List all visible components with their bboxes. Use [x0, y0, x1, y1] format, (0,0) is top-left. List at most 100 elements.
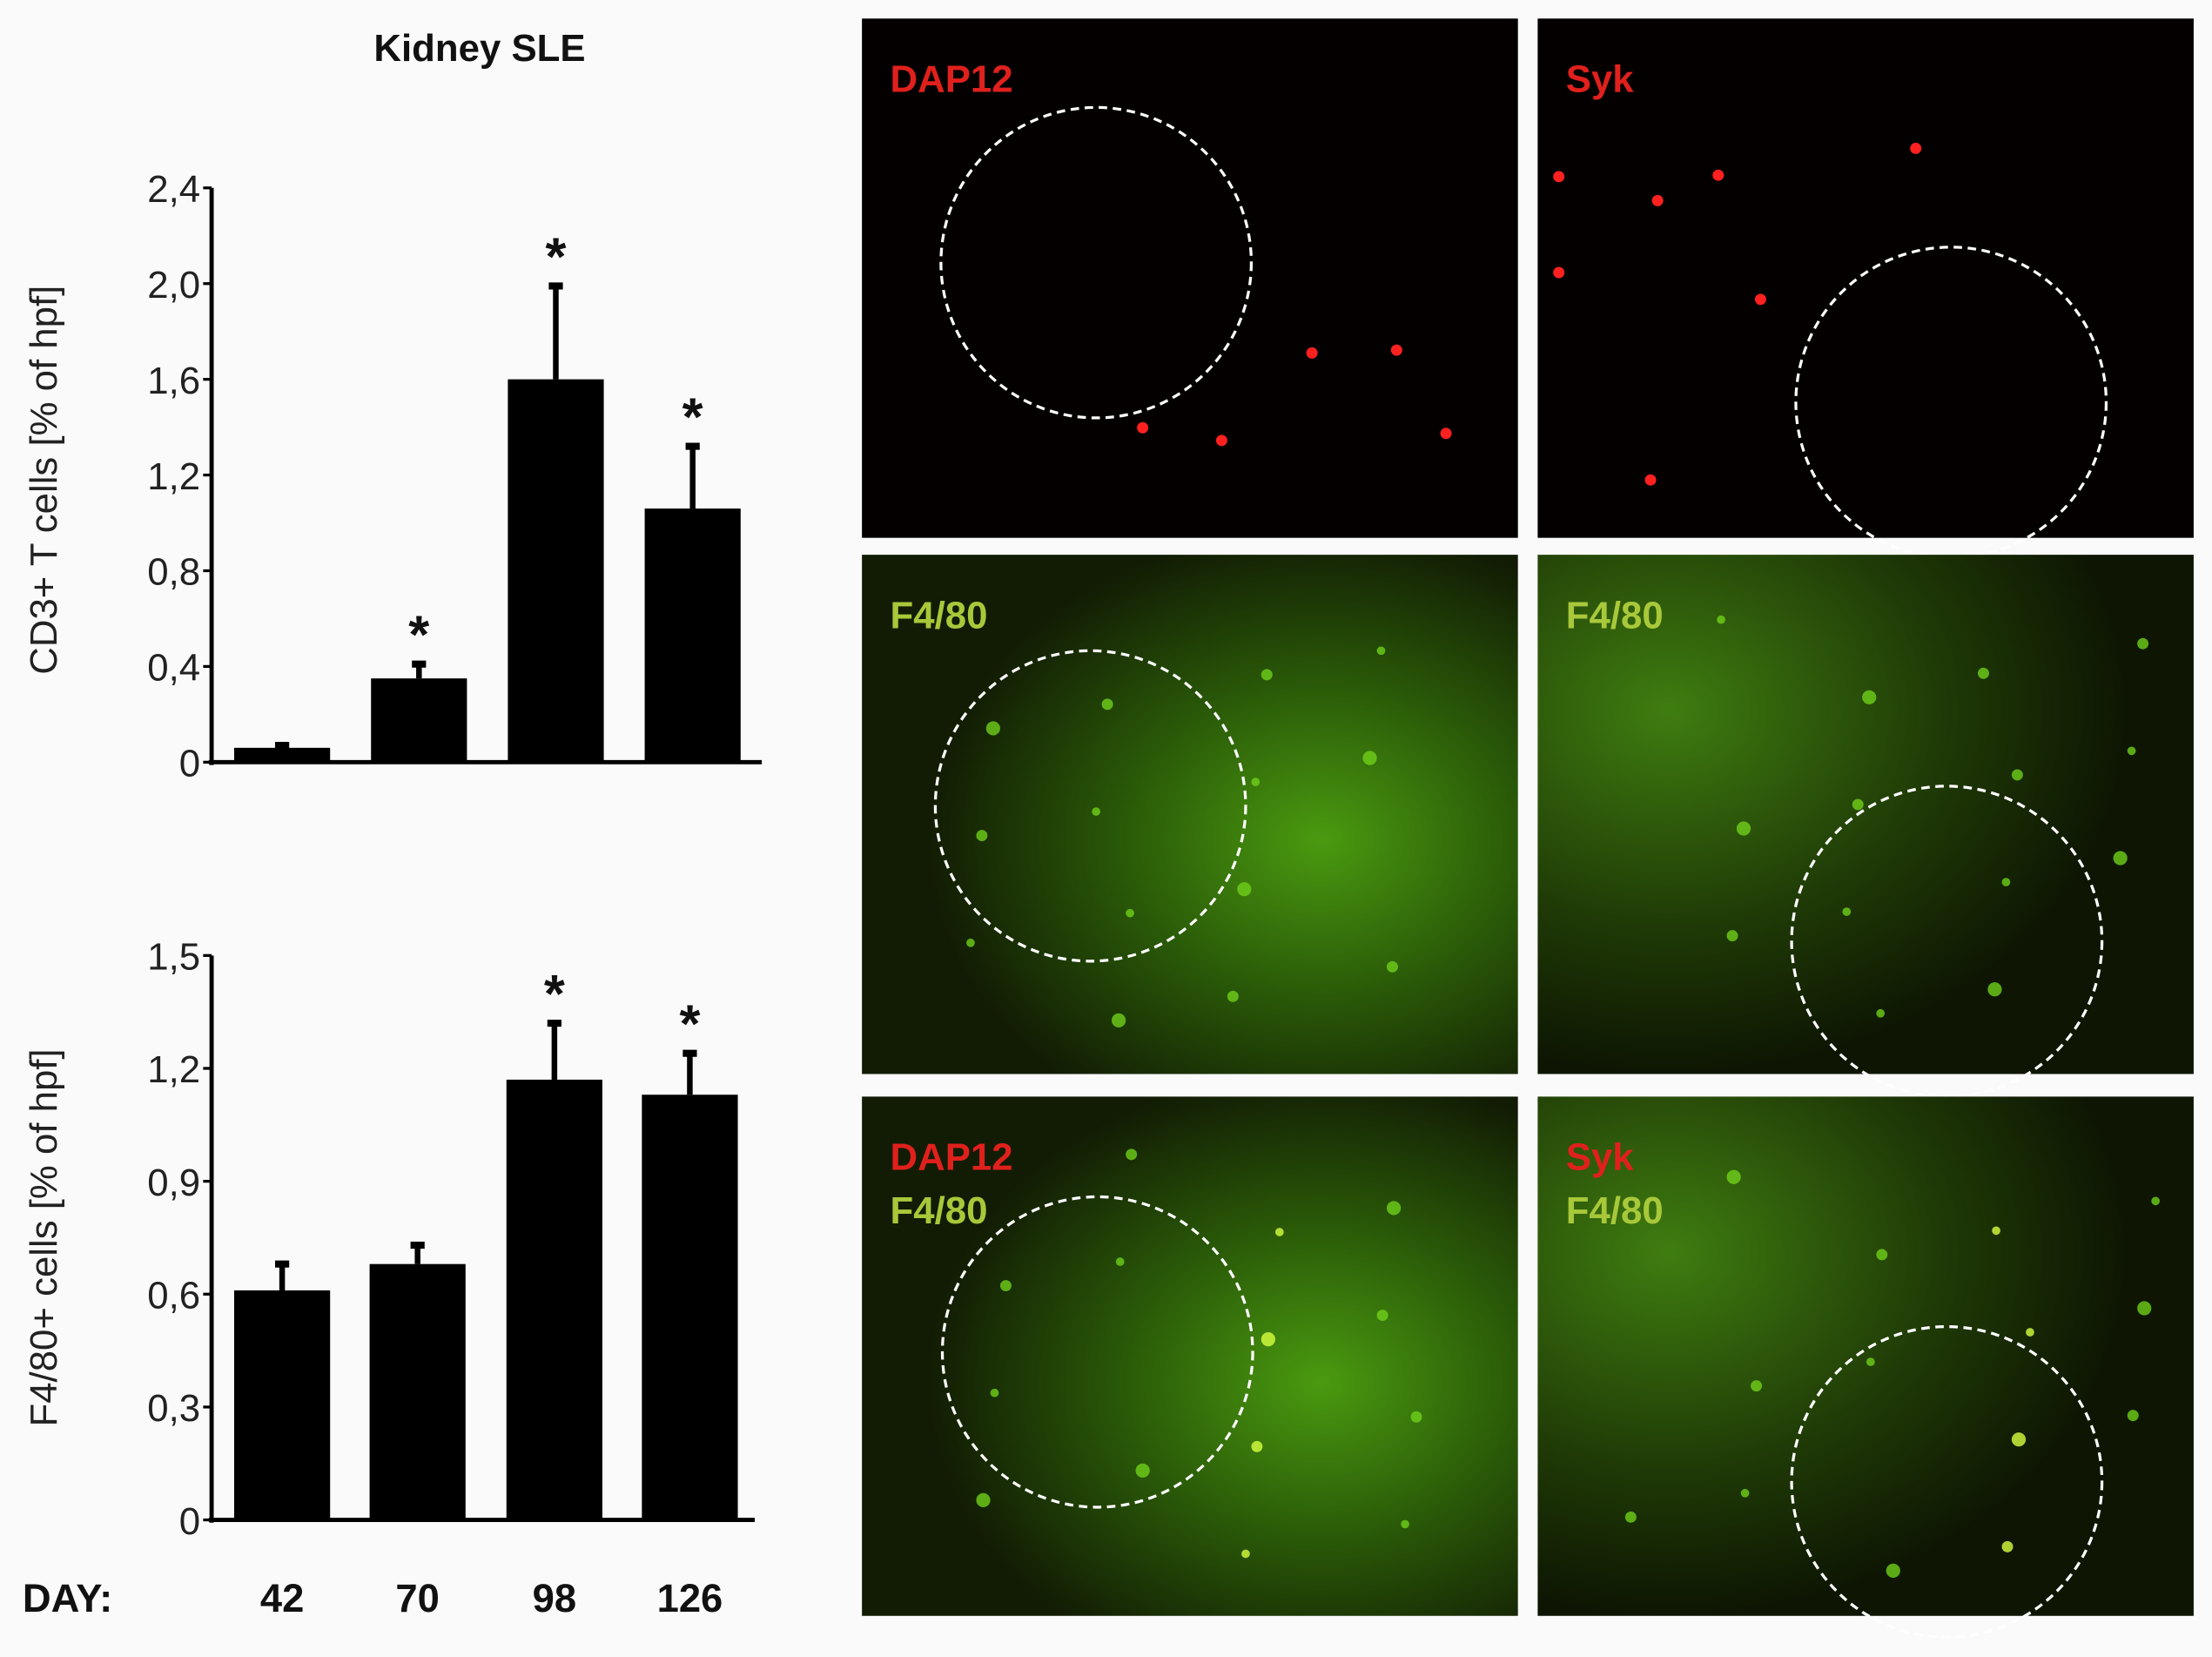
y-tick-label: 1,2 — [147, 455, 200, 498]
fluorescent-cell — [2001, 878, 2011, 886]
fluorescent-cell — [1261, 669, 1273, 681]
y-axis-label: F4/80+ cells [% of hpf] — [23, 1048, 65, 1426]
fluorescent-cell — [1390, 344, 1402, 356]
fluorescent-cell — [1135, 1463, 1150, 1478]
micrograph-image — [1537, 555, 2194, 1074]
y-tick-label: 2,4 — [147, 168, 200, 211]
fluorescent-cell — [1227, 990, 1239, 1002]
fluorescent-cell — [1712, 169, 1725, 181]
glomerulus-outline — [1790, 785, 2104, 1099]
fluorescent-cell — [966, 938, 975, 947]
panel-red: DAP12 — [862, 18, 1518, 538]
significance-marker: * — [679, 994, 700, 1054]
y-tick-label: 1,2 — [147, 1048, 200, 1091]
y-tick-label: 1,6 — [147, 360, 200, 402]
stain-label: F4/80 — [891, 1189, 988, 1232]
fluorescent-cell — [2137, 637, 2149, 650]
fluorescent-cell — [1386, 960, 1398, 973]
fluorescent-cell — [1126, 908, 1134, 918]
panel-green: F4/80 — [1537, 555, 2194, 1099]
stain-label: DAP12 — [891, 1136, 1013, 1179]
glomerulus-outline — [940, 1195, 1254, 1509]
y-tick-label: 0 — [179, 1500, 200, 1543]
fluorescent-cell — [1992, 1226, 2000, 1236]
x-tick-label: 42 — [260, 1576, 304, 1620]
x-tick-label: 126 — [657, 1576, 723, 1620]
x-tick-label: 98 — [533, 1576, 576, 1620]
fluorescent-cell — [2011, 769, 2023, 781]
micrograph-image — [1537, 1096, 2194, 1616]
significance-marker: * — [408, 605, 429, 665]
significance-marker: * — [682, 387, 703, 448]
fluorescent-cell — [1876, 1008, 1886, 1018]
fluorescent-cell — [1862, 690, 1877, 704]
fluorescent-cell — [990, 1388, 999, 1398]
fluorescent-cell — [1866, 1357, 1875, 1366]
bar — [506, 1079, 602, 1520]
fluorescent-cell — [1751, 1380, 1763, 1392]
bar — [371, 678, 467, 763]
y-tick-label: 0 — [179, 743, 200, 785]
panel-merge: Syk F4/80 — [1537, 1096, 2194, 1639]
fluorescent-cell — [2026, 1328, 2034, 1337]
fluorescent-cell — [2137, 1301, 2152, 1316]
fluorescent-cell — [2011, 1432, 2027, 1447]
fluorescent-cell — [1852, 798, 1864, 811]
stain-label: F4/80 — [1566, 1189, 1664, 1232]
panel-red: Syk — [1537, 18, 2194, 559]
fluorescent-cell — [1376, 1310, 1388, 1322]
fluorescent-cell — [985, 721, 1000, 736]
fluorescent-cell — [1553, 266, 1565, 279]
y-tick-label: 0,6 — [147, 1274, 200, 1317]
fluorescent-cell — [2151, 1196, 2161, 1206]
fluorescent-cell — [1401, 1519, 1409, 1529]
fluorescent-cell — [976, 830, 988, 842]
fluorescent-cell — [1306, 347, 1318, 359]
panel-green: F4/80 — [862, 555, 1518, 1074]
fluorescent-cell — [1736, 821, 1751, 836]
bar — [508, 379, 604, 763]
bar — [234, 747, 331, 763]
fluorescent-cell — [1717, 615, 1725, 624]
fluorescent-cell — [1726, 930, 1738, 942]
x-tick-label: 70 — [395, 1576, 439, 1620]
bar — [234, 1290, 331, 1520]
microscopy-panels: DAP12 Syk F4/80 F4/80 DAP12 F4/80 Syk F4/80 — [862, 18, 2194, 1639]
y-tick-label: 2,0 — [147, 264, 200, 306]
fluorescent-cell — [1910, 142, 1922, 154]
y-tick-label: 0,3 — [147, 1387, 200, 1430]
fluorescent-cell — [1842, 907, 1852, 916]
glomerulus-outline — [1790, 1324, 2104, 1639]
fluorescent-cell — [1553, 171, 1565, 183]
fluorescent-cell — [1624, 1511, 1637, 1523]
fluorescent-cell — [1237, 882, 1252, 897]
fluorescent-cell — [1251, 1440, 1263, 1452]
fluorescent-cell — [2127, 746, 2136, 756]
fluorescent-cell — [1137, 421, 1149, 434]
stain-label: F4/80 — [891, 594, 988, 637]
fluorescent-cell — [1386, 1201, 1402, 1216]
fluorescent-cell — [1977, 667, 1989, 679]
y-tick-label: 0,8 — [147, 551, 200, 594]
fluorescent-cell — [2113, 851, 2128, 866]
chart-f480: 0 0,3 0,6 0,9 1,2 1,5 F4/80+ cells [% of hpf] 4… — [23, 936, 755, 1620]
fluorescent-cell — [1092, 807, 1101, 816]
fluorescent-cell — [1754, 293, 1766, 306]
fluorescent-cell — [2127, 1410, 2139, 1422]
fluorescent-cell — [1215, 434, 1227, 447]
y-tick-label: 0,9 — [147, 1162, 200, 1204]
chart-cd3: 0 0,4 0,8 1,2 1,6 2,0 2,4 CD3+ T cells [% of hp… — [23, 168, 763, 785]
significance-marker: * — [546, 226, 567, 286]
fluorescent-cell — [2001, 1540, 2014, 1553]
fluorescent-cell — [1261, 1332, 1275, 1347]
glomerulus-outline — [939, 105, 1254, 420]
stain-label: DAP12 — [891, 58, 1013, 101]
x-axis-label: DAY: — [23, 1576, 112, 1620]
fluorescent-cell — [1987, 982, 2002, 997]
bar — [369, 1263, 466, 1520]
y-tick-label: 0,4 — [147, 647, 200, 690]
fluorescent-cell — [1115, 1257, 1125, 1266]
fluorescent-cell — [1726, 1169, 1741, 1184]
fluorescent-cell — [1644, 474, 1657, 486]
